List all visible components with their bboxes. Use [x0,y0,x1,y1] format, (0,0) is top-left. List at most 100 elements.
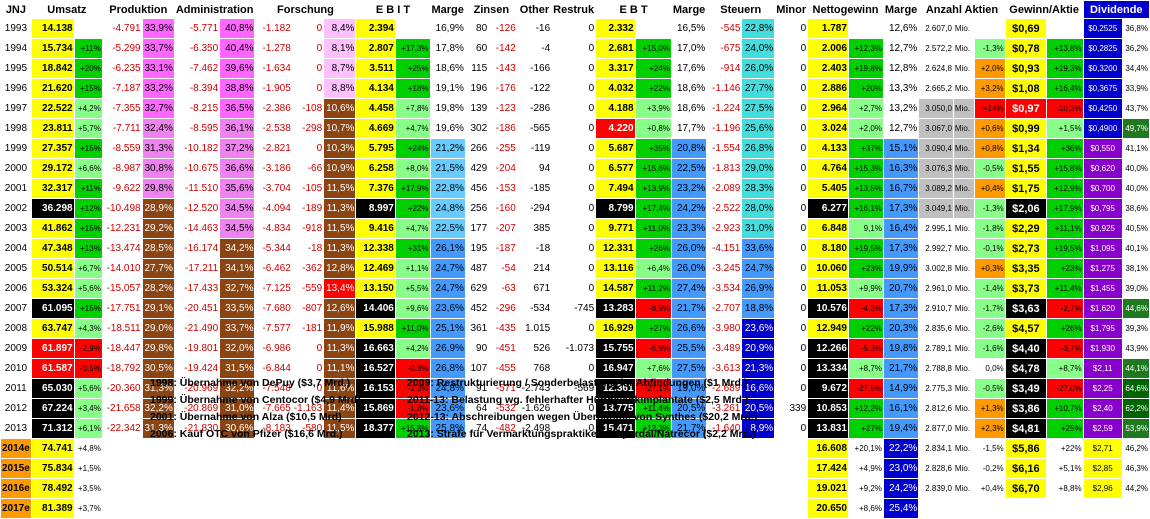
restruk-cell: -745 [551,298,597,319]
produktion-cell: -10.498 [101,198,143,219]
ebt-marge-cell: 18,6% [670,78,708,99]
anzahl-growth-cell: -1,4% [973,278,1006,299]
ebt-marge-cell: 27,4% [670,278,708,299]
zinsen-cell: 487 [464,258,490,279]
estimate-nettogewinn-growth-cell: +4,9% [847,458,884,479]
other-cell: -4 [516,38,553,59]
anzahl-growth-cell: -0,5% [973,378,1006,399]
nettogewinn-growth-cell: +2,7% [847,98,884,119]
estimate-anzahl-unit-cell: Mio. [952,458,975,479]
gewinn-aktie-cell: $0,69 [1004,18,1048,39]
forschung-pct-cell: 11,3% [323,338,357,359]
anzahl-cell: 2.789,1 [918,338,954,359]
anzahl-cell: 2.877,0 [918,418,954,439]
dividende-cell: $1,930 [1082,338,1123,359]
ebit-growth-cell: +4,7% [394,218,431,239]
anzahl-growth-cell: -1,7% [973,298,1006,319]
nettogewinn-marge-cell: 19,9% [882,258,920,279]
anzahl-cell: 2.624,8 [918,58,954,79]
forschung-other-cell: 0 [291,78,325,99]
administration-pct-cell: 36,1% [219,118,256,139]
ebt-cell: 12.331 [595,238,636,259]
anzahl-growth-cell: +0,3% [973,258,1006,279]
ebt-cell: 9.771 [595,218,636,239]
umsatz-growth-cell: +15% [73,138,103,159]
dividende-cell: $0,2825 [1082,38,1123,59]
forschung-cell: -2.821 [254,138,293,159]
dividende-pct-cell: 33,9% [1121,78,1150,99]
umsatz-cell: 18.842 [30,58,75,79]
anzahl-unit-cell: Mio. [952,58,975,79]
other-cell: -294 [516,198,553,219]
forschung-pct-cell: 12,8% [323,258,357,279]
gewinn-growth-cell: +15,8% [1046,158,1084,179]
anzahl-cell: 3.067,0 [918,118,954,139]
administration-cell: -8.394 [173,78,221,99]
anzahl-unit-cell: Mio. [952,238,975,259]
nettogewinn-marge-cell: 16,7% [882,178,920,199]
zinsen-exp-cell: -451 [488,338,518,359]
year-cell: 2002 [0,198,32,219]
dividende-cell: $0,620 [1082,158,1123,179]
produktion-pct-cell: 33,9% [141,18,175,39]
nettogewinn-growth-cell: +37% [847,138,884,159]
steuern-cell: -3.245 [706,258,743,279]
anzahl-growth-cell: +2,3% [973,418,1006,439]
estimate-marge-cell: 23,0% [882,458,920,479]
estimate-dividende-pct-cell [1121,498,1150,519]
umsatz-growth-cell: +12% [73,198,103,219]
estimate-anzahl-growth-cell: +0,4% [973,478,1006,499]
ebt-marge-cell: 27,5% [670,358,708,379]
zinsen-exp-cell: -187 [488,238,518,259]
other-cell: 385 [516,218,553,239]
nettogewinn-marge-cell: 12,7% [882,38,920,59]
note-text: 2011-13: Belastung wg. fehlerhafter Hüft… [407,394,749,406]
produktion-header: Produktion [101,0,175,19]
nettogewinn-cell: 1.787 [807,18,849,39]
table-row: 2004 47.348 +13% -13.474 28,5% -16.174 34,2% -5… [0,238,1150,259]
table-row: 2011 65.030 +5,6% -20.360 31,3% -20.969 32,2% -… [0,378,1150,399]
marge-header-2: Marge [670,0,708,19]
gewinn-growth-cell: +25% [1046,418,1084,439]
steuern-pct-cell: 28,0% [741,198,776,219]
anzahl-unit-cell: Mio. [952,178,975,199]
steuern-cell: -2.522 [706,198,743,219]
forschung-pct-cell: 10,3% [323,138,357,159]
ebt-growth-cell: +0,8% [634,118,672,139]
administration-pct-cell: 37,2% [219,138,256,159]
administration-pct-cell: 33,7% [219,318,256,339]
forschung-other-cell: 0 [291,18,325,39]
restruk-cell: 0 [551,278,597,299]
anzahl-growth-cell: -0,5% [973,158,1006,179]
table-row: 2001 32.317 +11% -9.622 29,8% -11.510 35,6% -3.… [0,178,1150,199]
forschung-other-cell: -66 [291,158,325,179]
other-cell: -565 [516,118,553,139]
table-row: 2003 41.862 +15% -12.231 29,2% -14.463 34,5% -4… [0,218,1150,239]
minor-cell: 0 [774,178,809,199]
umsatz-growth-cell: +20% [73,58,103,79]
gewinn-growth-cell: +26% [1046,318,1084,339]
dividende-pct-cell: 62,2% [1121,398,1150,419]
nettogewinn-cell: 11.053 [807,278,849,299]
forschung-pct-cell: 11,3% [323,198,357,219]
dividende-cell: $1,095 [1082,238,1123,259]
other-cell: -122 [516,78,553,99]
gewinn-growth-cell: -3,7% [1046,338,1084,359]
dividende-pct-cell: 41,1% [1121,138,1150,159]
umsatz-growth-cell: -0,5% [73,358,103,379]
anzahl-unit-cell: Mio. [952,278,975,299]
gewinn-growth-cell: +12,9% [1046,178,1084,199]
gewinn-aktie-cell: $1,55 [1004,158,1048,179]
zinsen-cell: 195 [464,238,490,259]
produktion-cell: -18.511 [101,318,143,339]
estimate-nettogewinn-growth-cell: +20,1% [847,438,884,459]
ebit-marge-cell: 18,6% [429,58,466,79]
ebit-cell: 14.406 [355,298,396,319]
estimate-nettogewinn-cell: 17.424 [807,458,849,479]
steuern-pct-cell: 24,0% [741,38,776,59]
nettogewinn-growth-cell: +8,7% [847,358,884,379]
nettogewinn-cell: 6.848 [807,218,849,239]
ebt-marge-cell: 21,7% [670,298,708,319]
steuern-cell: -4.151 [706,238,743,259]
ebit-cell: 4.458 [355,98,396,119]
